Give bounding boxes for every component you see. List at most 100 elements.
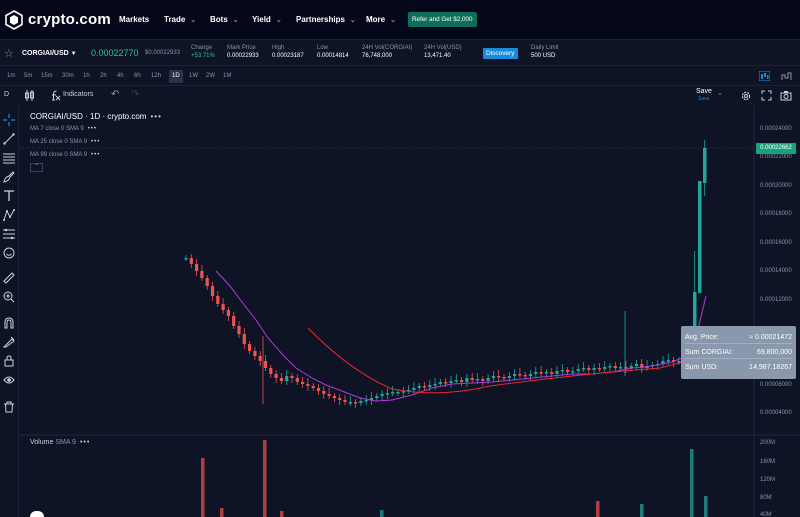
price-tick: 0.00014000 (760, 268, 792, 274)
timeframe-1d[interactable]: 1D (169, 70, 183, 83)
timeframe-1w[interactable]: 1W (189, 73, 198, 79)
timeframe-12h[interactable]: 12h (151, 73, 162, 79)
timeframe-1h[interactable]: 1h (83, 73, 90, 79)
candle-body (232, 316, 236, 326)
text-tool-icon[interactable] (3, 190, 15, 202)
timeframe-2h[interactable]: 2h (100, 73, 107, 79)
ma7-legend[interactable]: MA 7 close 0 SMA 9 ••• (30, 126, 97, 132)
pair-selector[interactable]: CORGIAI/USD ▼ (22, 50, 77, 57)
star-icon[interactable]: ☆ (4, 48, 14, 60)
horizontal-lines-icon[interactable] (3, 152, 15, 164)
lock-drawing-icon[interactable] (3, 336, 15, 348)
candle-body (677, 361, 681, 363)
candle-body (216, 296, 220, 304)
ma99-legend[interactable]: MA 99 close 0 SMA 9 ••• (30, 152, 100, 158)
depth-chart-icon[interactable] (781, 71, 792, 81)
price-tick: 0.00012000 (760, 297, 792, 303)
title-more-icon[interactable]: ••• (150, 112, 162, 121)
fullscreen-icon[interactable] (761, 90, 772, 101)
nav-item-partnerships[interactable]: Partnerships ⌄ (296, 15, 356, 24)
nav-item-label: Partnerships (296, 15, 345, 24)
crosshair-icon[interactable] (3, 114, 15, 126)
undo-icon[interactable]: ↶ (111, 89, 120, 100)
refer-button[interactable]: Refer and Get $2,000 (408, 12, 477, 27)
ma25-more-icon[interactable]: ••• (91, 139, 101, 145)
volume-bar (280, 511, 284, 517)
timeframe-30m[interactable]: 30m (62, 73, 74, 79)
candle-body (613, 366, 617, 368)
candle-body (364, 400, 368, 402)
nav-item-trade[interactable]: Trade ⌄ (164, 15, 196, 24)
last-price-tag: 0.00022662 (756, 143, 796, 154)
candle-body (343, 400, 347, 402)
volume-more-icon[interactable]: ••• (79, 439, 91, 446)
timeframe-2w[interactable]: 2W (206, 73, 215, 79)
ruler-icon[interactable] (3, 272, 15, 284)
timeframe-5m[interactable]: 5m (24, 73, 33, 79)
trend-line-icon[interactable] (3, 133, 15, 145)
eye-icon[interactable] (3, 374, 15, 386)
candle-body (486, 378, 490, 381)
gear-icon[interactable] (740, 90, 752, 102)
emoji-icon[interactable] (3, 247, 15, 259)
price-chart[interactable]: 0.00024000 0.00022000 0.00020000 0.00018000… (20, 106, 800, 517)
stat-change: Change +53.71% (191, 45, 215, 59)
stat-daily-limit: Daily Limit 500 USD (531, 45, 559, 59)
timeframe-15m[interactable]: 15m (41, 73, 53, 79)
ma99-more-icon[interactable]: ••• (91, 152, 101, 158)
chart-title: CORGIAI/USD · 1D · crypto.com ••• (30, 112, 162, 121)
trash-icon[interactable] (3, 401, 15, 413)
discovery-button[interactable]: Discovery (483, 48, 518, 59)
candle-body (534, 372, 538, 374)
save-menu-chevron-icon[interactable]: ⌄ (717, 90, 723, 97)
candle-body (279, 378, 283, 381)
ma25-legend[interactable]: MA 25 close 0 SMA 9 ••• (30, 139, 100, 145)
candle-body (544, 372, 548, 374)
lock-icon[interactable] (3, 355, 15, 367)
zoom-in-icon[interactable] (3, 291, 15, 303)
redo-icon[interactable]: ↷ (131, 89, 140, 100)
collapse-legend-icon[interactable]: ⌃ (30, 163, 43, 172)
candle-body (460, 380, 464, 382)
magnet-icon[interactable] (3, 317, 15, 329)
nav-item-yield[interactable]: Yield ⌄ (252, 15, 282, 24)
save-button[interactable]: Save (696, 88, 712, 95)
timeframe-1m[interactable]: 1m (7, 73, 16, 79)
candle-body (581, 368, 586, 370)
tooltip-sum-usd-label: Sum USD: (685, 364, 719, 371)
nav-item-label: Yield (252, 15, 271, 24)
nav-item-markets[interactable]: Markets (119, 15, 149, 24)
nav-item-label: Markets (119, 15, 150, 24)
nav-item-more[interactable]: More ⌄ (366, 15, 396, 24)
timeframe-4h[interactable]: 4h (117, 73, 124, 79)
tooltip-sum-usd-row: Sum USD: 14,987.18267 (685, 360, 792, 374)
brush-icon[interactable] (3, 171, 15, 183)
pattern-icon[interactable] (3, 209, 15, 221)
candle-body (226, 310, 230, 316)
candle-chart-icon[interactable] (759, 71, 770, 81)
tooltip-sum-usd-value: 14,987.18267 (749, 364, 792, 371)
chart-area[interactable]: 0.00024000 0.00022000 0.00020000 0.00018000… (20, 106, 800, 517)
nav-item-bots[interactable]: Bots ⌄ (210, 15, 239, 24)
candle-body (555, 371, 559, 374)
chevron-down-icon: ⌄ (390, 16, 396, 24)
timeframe-1m[interactable]: 1M (223, 73, 232, 79)
fib-tool-icon[interactable] (3, 228, 15, 240)
indicators-button[interactable]: Indicators (63, 91, 94, 98)
candle-body (359, 401, 363, 403)
candle-body (523, 375, 527, 377)
brand-logo[interactable]: crypto.com (5, 9, 111, 30)
camera-icon[interactable] (780, 90, 792, 101)
candle-body (465, 378, 469, 382)
interval-button[interactable]: D (4, 91, 10, 98)
candle-style-icon[interactable] (24, 90, 35, 101)
volume-bar (640, 504, 644, 517)
volume-legend[interactable]: Volume SMA 9 ••• (30, 439, 90, 446)
price-tick: 0.00016000 (760, 240, 792, 246)
volume-tick: 40M (760, 512, 772, 517)
price-tick: 0.00020000 (760, 183, 792, 189)
timeframe-6h[interactable]: 6h (134, 73, 141, 79)
ma7-more-icon[interactable]: ••• (87, 126, 98, 132)
stat-24h-vol-usd: 24H Vol(USD) 13,471.40 (424, 45, 462, 59)
